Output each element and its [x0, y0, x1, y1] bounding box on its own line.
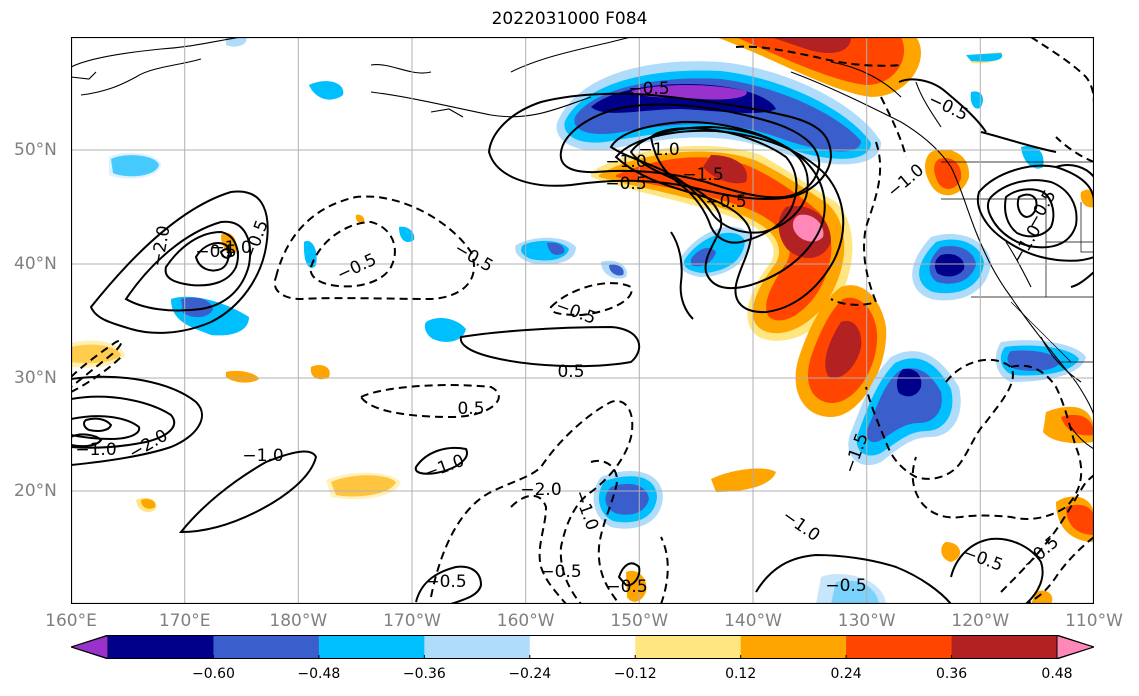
x-tick-label: 150°W: [610, 611, 669, 631]
contour-label: −1.0: [778, 506, 823, 546]
colorbar-tick-label: 0.12: [725, 666, 757, 682]
contour-label: −0.5: [628, 79, 669, 99]
colorbar-segment: [108, 635, 214, 659]
colorbar-segment: [846, 635, 953, 659]
contour-label: −1.0: [210, 238, 251, 258]
x-tick-label: 170°W: [383, 611, 441, 631]
state-borders: [941, 161, 1094, 363]
coastlines: [71, 37, 1094, 450]
colorbar: [71, 635, 1094, 659]
colorbar-tick-label: −0.60: [191, 666, 235, 682]
map-title: 2022031000 F084: [491, 9, 648, 29]
contour-label: 0.5: [557, 362, 584, 382]
contour-label: −0.5: [825, 576, 866, 596]
colorbar-segment: [529, 635, 636, 659]
negative-anomaly-east: [848, 234, 1086, 466]
colorbar-tick-label: −0.48: [297, 666, 341, 682]
colorbar-tick-label: 0.24: [830, 666, 862, 682]
map-frame: [71, 37, 1094, 604]
contour-label: −0.5: [540, 562, 581, 582]
colorbar-segment: [635, 635, 742, 659]
colorbar-tick-label: −0.24: [508, 666, 552, 682]
positive-anomaly-south: [795, 285, 887, 417]
colorbar-outline: [71, 635, 1094, 659]
gridlines: [71, 37, 1094, 604]
x-tick-label: 160°E: [45, 611, 97, 631]
contour-label: −2.0: [126, 426, 172, 464]
positive-anomaly-coast: [716, 37, 1002, 196]
map-plot-area: −0.5 −1.0 −1.5 −1.0 −2.0 −1.0 −0.5 −1.0 …: [71, 37, 1094, 604]
colorbar-tick-label: 0.36: [935, 666, 968, 682]
x-tick-label: 120°W: [951, 611, 1010, 631]
colorbar-tick-label: 0.48: [1041, 666, 1073, 682]
colorbar-segment: [951, 635, 1058, 659]
colorbar-segment: [740, 635, 847, 659]
contour-label: −1.0: [638, 140, 679, 160]
y-tick-label: 40°N: [14, 254, 57, 274]
colorbar-extend-max: [1056, 635, 1094, 659]
contour-label: 0.5: [457, 399, 484, 419]
contour-label: −1.0: [605, 152, 646, 172]
x-tick-label: 110°W: [1065, 611, 1123, 631]
contour-label: −0.5: [960, 543, 1006, 576]
negative-contours: [71, 78, 1094, 604]
colorbar-segment: [424, 635, 531, 659]
contour-label: −0.5: [1019, 532, 1063, 574]
contour-label: −0.5: [451, 239, 497, 277]
contour-label: −0.5: [334, 250, 380, 286]
positive-contours: [71, 37, 1094, 604]
y-tick-label: 50°N: [14, 140, 57, 160]
contour-label: −1.0: [884, 160, 928, 202]
contour-label: −0.5: [606, 577, 647, 597]
contour-label: −1.5: [682, 165, 723, 185]
contour-label: −0.5: [705, 192, 746, 212]
y-tick-label: 30°N: [14, 368, 57, 388]
contour-label: −2.0: [520, 480, 561, 500]
contour-label: −0.5: [425, 572, 466, 592]
positive-anomaly-se: [941, 406, 1094, 604]
x-tick-label: 180°W: [269, 611, 328, 631]
colorbar-segment: [213, 635, 320, 659]
colorbar-segment: [318, 635, 425, 659]
x-tick-label: 140°W: [724, 611, 782, 631]
x-tick-label: 130°W: [837, 611, 896, 631]
x-tick-label: 160°W: [496, 611, 555, 631]
contour-label: −0.5: [553, 296, 599, 329]
colorbar-tick-label: −0.12: [613, 666, 657, 682]
contour-label: −0.5: [195, 242, 236, 262]
contour-label: −0.5: [605, 174, 646, 194]
contour-label: −1.0: [242, 446, 283, 466]
colorbar-tick-label: −0.36: [402, 666, 446, 682]
x-tick-label: 170°E: [158, 611, 211, 631]
colorbar-extend-min: [71, 635, 109, 659]
y-tick-label: 20°N: [14, 481, 57, 501]
contour-label: −1.0: [75, 440, 116, 460]
